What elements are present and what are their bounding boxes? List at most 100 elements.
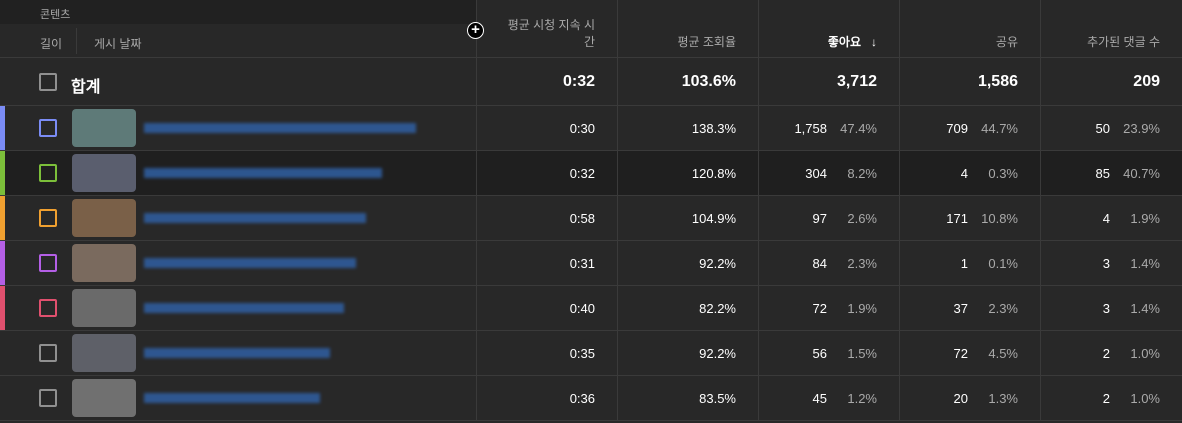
- avg-view-duration: 0:58: [476, 196, 617, 240]
- table-row[interactable]: 0:30 138.3% 1,758 47.4% 709 44.7% 50 23.9%: [0, 106, 1182, 151]
- comments-cell: 2 1.0%: [1040, 376, 1182, 420]
- video-thumbnail[interactable]: [72, 154, 136, 192]
- header-label: 공유: [995, 35, 1018, 49]
- video-title-blurred[interactable]: [144, 168, 382, 178]
- table-header: 콘텐츠 길이 게시 날짜 + 평균 시청 지속 시간 평균 조회율 좋아요 ↓ 공…: [0, 0, 1182, 58]
- arrow-down-icon: ↓: [871, 35, 877, 49]
- video-thumbnail[interactable]: [72, 244, 136, 282]
- video-thumbnail[interactable]: [72, 199, 136, 237]
- comments-percent: 1.4%: [1130, 300, 1160, 316]
- avg-percentage-viewed: 138.3%: [617, 106, 758, 150]
- select-all-checkbox[interactable]: [39, 73, 57, 91]
- video-thumbnail[interactable]: [72, 334, 136, 372]
- avg-percentage-viewed: 92.2%: [617, 241, 758, 285]
- shares-percent: 1.3%: [988, 390, 1018, 406]
- header-label: 평균 시청 지속 시간: [507, 18, 595, 49]
- comments-value: 3: [1102, 300, 1110, 316]
- likes-cell: 72 1.9%: [758, 286, 899, 330]
- series-color-bar: [0, 286, 5, 330]
- shares-value: 171: [946, 210, 968, 226]
- likes-cell: 56 1.5%: [758, 331, 899, 375]
- table-row[interactable]: 0:58 104.9% 97 2.6% 171 10.8% 4 1.9%: [0, 196, 1182, 241]
- shares-percent: 0.3%: [988, 165, 1018, 181]
- shares-header[interactable]: 공유: [899, 0, 1040, 57]
- avg-view-duration: 0:40: [476, 286, 617, 330]
- table-row[interactable]: 0:31 92.2% 84 2.3% 1 0.1% 3 1.4%: [0, 241, 1182, 286]
- table-row[interactable]: 0:32 120.8% 304 8.2% 4 0.3% 85 40.7%: [0, 151, 1182, 196]
- header-label: 추가된 댓글 수: [1087, 35, 1160, 49]
- comments-cell: 3 1.4%: [1040, 241, 1182, 285]
- content-header: 콘텐츠: [0, 0, 476, 24]
- shares-percent: 10.8%: [981, 210, 1018, 226]
- row-checkbox[interactable]: [39, 164, 57, 182]
- row-checkbox[interactable]: [39, 344, 57, 362]
- avg-view-duration: 0:35: [476, 331, 617, 375]
- length-column-header[interactable]: 길이: [40, 37, 63, 51]
- likes-cell: 45 1.2%: [758, 376, 899, 420]
- video-title-blurred[interactable]: [144, 123, 416, 133]
- avg-view-duration: 0:32: [476, 151, 617, 195]
- likes-header[interactable]: 좋아요 ↓: [758, 0, 899, 57]
- likes-percent: 1.9%: [847, 300, 877, 316]
- total-rate: 103.6%: [617, 58, 758, 105]
- video-title-blurred[interactable]: [144, 348, 330, 358]
- likes-percent: 47.4%: [840, 120, 877, 136]
- comments-cell: 50 23.9%: [1040, 106, 1182, 150]
- shares-cell: 1 0.1%: [899, 241, 1040, 285]
- row-checkbox[interactable]: [39, 254, 57, 272]
- likes-cell: 304 8.2%: [758, 151, 899, 195]
- avg-percentage-viewed: 120.8%: [617, 151, 758, 195]
- table-row[interactable]: 0:35 92.2% 56 1.5% 72 4.5% 2 1.0%: [0, 331, 1182, 376]
- shares-cell: 37 2.3%: [899, 286, 1040, 330]
- comments-value: 2: [1102, 345, 1110, 361]
- avg-view-duration: 0:31: [476, 241, 617, 285]
- comments-added-header[interactable]: 추가된 댓글 수: [1040, 0, 1182, 57]
- total-likes: 3,712: [758, 58, 899, 105]
- video-thumbnail[interactable]: [72, 289, 136, 327]
- likes-value: 1,758: [794, 120, 827, 136]
- series-color-bar: [0, 241, 5, 285]
- publish-date-column-header[interactable]: 게시 날짜: [94, 37, 142, 51]
- shares-percent: 44.7%: [981, 120, 1018, 136]
- avg-percentage-viewed: 82.2%: [617, 286, 758, 330]
- avg-view-duration-header[interactable]: 평균 시청 지속 시간: [476, 0, 617, 57]
- likes-percent: 2.3%: [847, 255, 877, 271]
- avg-percentage-viewed: 83.5%: [617, 376, 758, 420]
- comments-cell: 4 1.9%: [1040, 196, 1182, 240]
- total-duration: 0:32: [476, 58, 617, 105]
- video-title-blurred[interactable]: [144, 303, 344, 313]
- shares-value: 37: [953, 300, 968, 316]
- video-title-blurred[interactable]: [144, 393, 320, 403]
- comments-percent: 23.9%: [1123, 120, 1160, 136]
- shares-value: 20: [953, 390, 968, 406]
- shares-cell: 171 10.8%: [899, 196, 1040, 240]
- comments-value: 50: [1095, 120, 1110, 136]
- shares-percent: 4.5%: [988, 345, 1018, 361]
- comments-value: 85: [1095, 165, 1110, 181]
- shares-percent: 2.3%: [988, 300, 1018, 316]
- video-thumbnail[interactable]: [72, 109, 136, 147]
- likes-value: 56: [812, 345, 827, 361]
- add-column-icon[interactable]: +: [467, 22, 484, 39]
- comments-percent: 1.9%: [1130, 210, 1160, 226]
- likes-cell: 84 2.3%: [758, 241, 899, 285]
- comments-cell: 3 1.4%: [1040, 286, 1182, 330]
- row-checkbox[interactable]: [39, 299, 57, 317]
- table-row[interactable]: 0:36 83.5% 45 1.2% 20 1.3% 2 1.0%: [0, 376, 1182, 421]
- video-thumbnail[interactable]: [72, 379, 136, 417]
- table-row[interactable]: 0:40 82.2% 72 1.9% 37 2.3% 3 1.4%: [0, 286, 1182, 331]
- row-checkbox[interactable]: [39, 209, 57, 227]
- shares-cell: 4 0.3%: [899, 151, 1040, 195]
- video-title-blurred[interactable]: [144, 213, 366, 223]
- avg-percentage-viewed: 104.9%: [617, 196, 758, 240]
- likes-cell: 97 2.6%: [758, 196, 899, 240]
- row-checkbox[interactable]: [39, 119, 57, 137]
- total-shares: 1,586: [899, 58, 1040, 105]
- shares-value: 4: [960, 165, 968, 181]
- video-title-blurred[interactable]: [144, 258, 356, 268]
- row-checkbox[interactable]: [39, 389, 57, 407]
- comments-percent: 1.0%: [1130, 345, 1160, 361]
- avg-percentage-viewed-header[interactable]: 평균 조회율: [617, 0, 758, 57]
- header-label: 평균 조회율: [677, 35, 736, 49]
- comments-percent: 40.7%: [1123, 165, 1160, 181]
